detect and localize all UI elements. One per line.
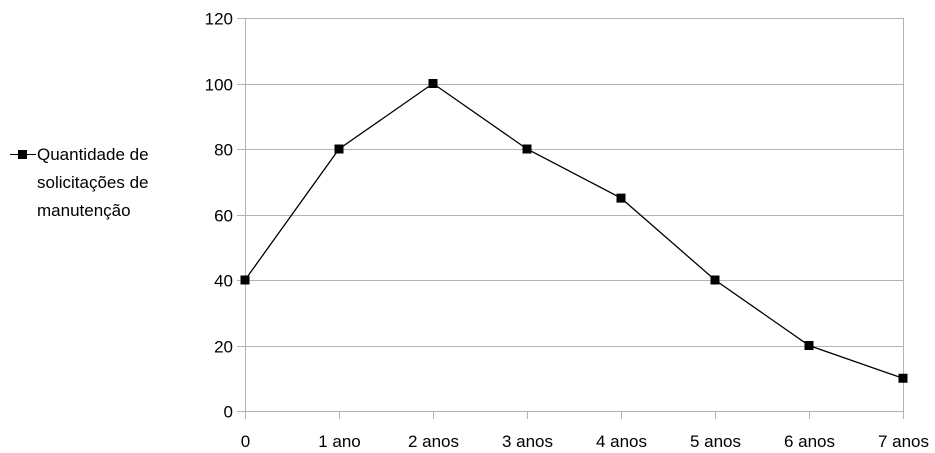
x-tick-label: 0	[241, 432, 250, 451]
x-tick-label: 1 ano	[318, 432, 361, 451]
x-tick-label: 5 anos	[690, 432, 741, 451]
series-line-path	[244, 82, 904, 379]
data-point-marker	[334, 144, 344, 154]
legend: Quantidade de solicitações de manutenção	[10, 145, 200, 225]
x-axis-ticks: 0 1 ano 2 anos 3 anos 4 anos 5 anos 6 anos 7 an…	[241, 411, 929, 451]
y-axis-ticks: 0 20 40 60 80 100 120	[205, 10, 245, 422]
y-tick-label: 40	[214, 272, 233, 291]
data-point-marker	[898, 373, 908, 383]
data-point-marker	[804, 341, 814, 350]
data-point-marker	[428, 79, 438, 88]
x-tick-label: 7 anos	[878, 432, 929, 451]
legend-entry-label: Quantidade de solicitações de manutenção	[37, 145, 149, 220]
y-tick-label: 60	[214, 207, 233, 226]
x-tick-label: 4 anos	[596, 432, 647, 451]
x-tick-label: 6 anos	[784, 432, 835, 451]
x-tick-label: 2 anos	[408, 432, 459, 451]
gridlines	[245, 18, 903, 347]
series-markers	[240, 79, 908, 383]
data-point-marker	[240, 275, 250, 285]
y-tick-label: 20	[214, 338, 233, 357]
y-tick-label: 100	[205, 76, 233, 95]
y-tick-label: 120	[205, 10, 233, 29]
axes	[245, 18, 904, 412]
y-tick-label: 80	[214, 141, 233, 160]
data-point-marker	[522, 144, 532, 154]
series-line	[244, 82, 904, 379]
y-tick-label: 0	[224, 403, 233, 422]
x-tick-label: 3 anos	[502, 432, 553, 451]
data-point-marker	[616, 193, 626, 203]
data-point-marker	[710, 275, 720, 285]
legend-marker-icon	[10, 148, 36, 162]
